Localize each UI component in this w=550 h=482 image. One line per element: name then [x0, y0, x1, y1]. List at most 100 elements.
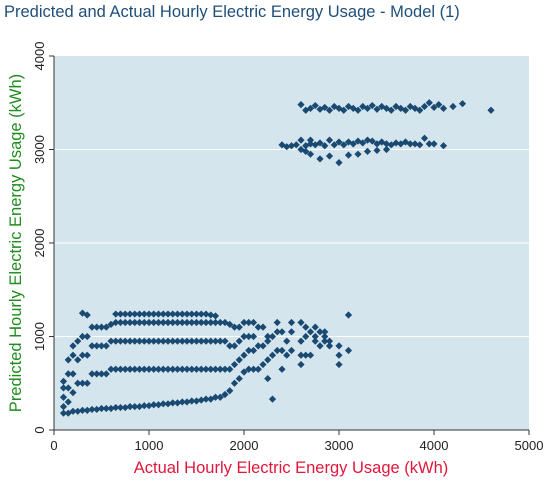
data-point — [302, 147, 310, 155]
data-point — [335, 158, 343, 167]
data-point — [59, 409, 68, 417]
data-point — [321, 337, 329, 345]
data-point — [78, 379, 87, 387]
data-point — [439, 142, 448, 150]
gridlines — [54, 149, 529, 337]
data-point — [207, 365, 215, 373]
data-point — [273, 318, 281, 327]
data-point — [88, 405, 96, 414]
data-point — [335, 360, 343, 369]
data-point — [135, 365, 144, 373]
data-point — [287, 318, 296, 327]
data-point — [197, 310, 205, 318]
data-point — [230, 379, 239, 387]
data-point — [254, 342, 262, 350]
data-point — [88, 342, 96, 350]
data-point — [145, 365, 153, 373]
data-point — [188, 310, 196, 318]
data-point — [297, 101, 305, 109]
data-point — [140, 310, 148, 318]
data-point — [188, 397, 196, 405]
data-point — [416, 141, 424, 149]
data-point — [221, 365, 229, 373]
data-point — [297, 360, 305, 369]
data-point — [249, 346, 258, 355]
y-tick-label: 3000 — [32, 135, 47, 164]
data-point — [344, 311, 353, 319]
data-point — [349, 140, 357, 148]
data-point — [173, 318, 182, 327]
data-point — [240, 332, 248, 341]
data-point — [292, 141, 300, 149]
data-point — [287, 328, 296, 336]
data-point — [173, 365, 182, 373]
data-point — [311, 337, 319, 345]
data-point — [102, 404, 110, 413]
data-point — [140, 318, 148, 327]
data-point — [126, 337, 134, 345]
data-point — [487, 106, 495, 114]
data-point — [107, 337, 115, 345]
data-point — [283, 143, 291, 151]
data-point — [135, 403, 144, 411]
data-point — [169, 310, 177, 318]
data-point — [335, 342, 343, 350]
data-point — [140, 365, 148, 373]
data-point — [278, 346, 286, 355]
data-point — [368, 137, 376, 145]
data-point — [183, 337, 191, 345]
y-tick-label: 4000 — [32, 42, 47, 71]
data-point — [145, 318, 153, 327]
data-point — [169, 318, 177, 327]
data-point — [97, 342, 106, 350]
data-point — [164, 365, 172, 373]
y-axis-title: Predicted Hourly Electric Energy Usage (… — [7, 74, 25, 412]
data-point — [93, 405, 101, 414]
x-tick-label: 2000 — [230, 438, 259, 453]
data-point — [154, 318, 163, 327]
data-point — [93, 323, 101, 331]
data-point — [159, 365, 167, 373]
data-point — [202, 337, 210, 345]
data-point — [64, 409, 72, 417]
data-point — [178, 318, 186, 327]
data-point — [226, 387, 234, 395]
data-point — [344, 151, 353, 159]
data-point — [197, 396, 205, 404]
data-point — [192, 318, 201, 327]
data-point — [183, 310, 191, 318]
data-point — [325, 342, 334, 350]
data-point — [150, 318, 158, 327]
data-point — [325, 136, 334, 144]
data-point — [64, 356, 72, 364]
data-point — [264, 337, 272, 345]
data-point — [131, 310, 139, 318]
data-point — [226, 342, 234, 350]
data-point — [159, 400, 167, 408]
data-point — [425, 140, 433, 148]
data-point — [306, 328, 315, 336]
data-point — [245, 332, 253, 341]
data-point — [259, 323, 267, 331]
data-point — [420, 134, 429, 142]
data-point — [74, 356, 82, 364]
data-point — [321, 332, 329, 341]
data-point — [64, 384, 72, 392]
y-tick-label: 0 — [32, 426, 47, 433]
x-axis-title: Actual Hourly Electric Energy Usage (kWh… — [134, 459, 449, 477]
data-point — [97, 370, 106, 378]
axes: 0 1000 2000 3000 4000 0 1000 2000 3000 4000 5000 — [32, 42, 543, 453]
data-point — [287, 346, 296, 355]
data-point — [169, 337, 177, 345]
data-point — [306, 136, 315, 144]
data-point — [216, 337, 224, 345]
data-point — [188, 318, 196, 327]
data-point — [59, 377, 68, 385]
x-tick-label: 1000 — [135, 438, 164, 453]
y-tick-label: 2000 — [32, 229, 47, 258]
data-point — [316, 342, 324, 350]
data-point — [164, 310, 172, 318]
x-tick-label: 4000 — [420, 438, 449, 453]
data-point — [411, 140, 419, 148]
data-point — [245, 318, 253, 327]
